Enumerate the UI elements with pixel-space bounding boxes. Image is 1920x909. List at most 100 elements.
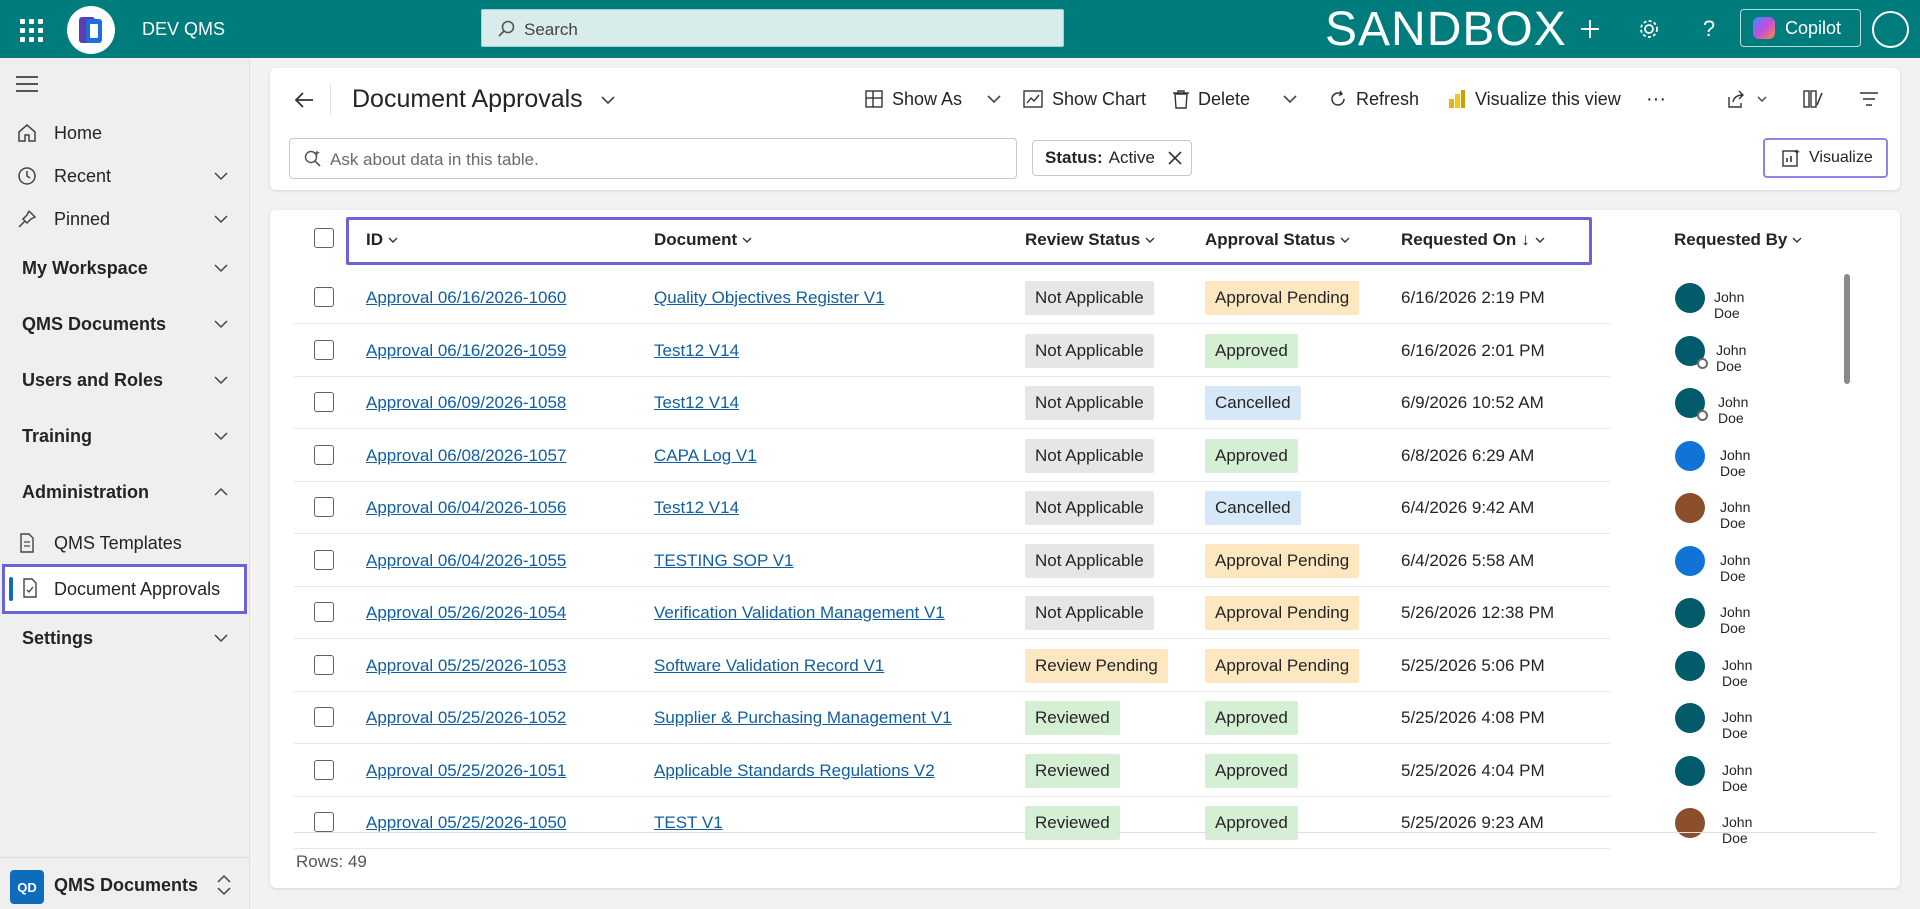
avatar[interactable] — [1675, 755, 1705, 786]
avatar[interactable] — [1675, 545, 1705, 576]
row-checkbox[interactable] — [314, 759, 334, 780]
app-logo[interactable] — [67, 6, 115, 54]
sidebar-group-users-and-roles[interactable]: Users and Roles — [0, 360, 250, 400]
sidebar-item-pinned[interactable]: Pinned — [0, 199, 250, 239]
row-checkbox[interactable] — [314, 707, 334, 727]
help-icon[interactable]: ? — [1702, 16, 1716, 41]
visualize-view-button[interactable]: Visualize this view — [1447, 84, 1621, 114]
table-row[interactable]: Approval 06/04/2026-1055 TESTING SOP V1 No… — [294, 535, 1750, 587]
requested-by-link[interactable]: John Doe — [1714, 289, 1745, 321]
chevron-down-icon[interactable] — [214, 169, 228, 183]
table-row[interactable]: Approval 05/25/2026-1050 TEST V1 Reviewed A… — [294, 797, 1752, 849]
avatar[interactable] — [1675, 808, 1705, 838]
requested-by-link[interactable]: John Doe — [1720, 499, 1751, 531]
avatar[interactable] — [1675, 493, 1705, 523]
requested-by-link[interactable]: John Doe — [1716, 341, 1747, 374]
approval-id-link[interactable]: Approval 06/16/2026-1059 — [366, 340, 567, 360]
sidebar-group-settings[interactable]: Settings — [0, 618, 250, 658]
sidebar-item-document-approvals[interactable]: Document Approvals — [2, 564, 247, 614]
table-row[interactable]: Approval 06/16/2026-1059 Test12 V14 Not Ap… — [294, 325, 1746, 377]
show-as-button[interactable]: Show As — [864, 84, 1002, 114]
hamburger-menu-icon[interactable] — [16, 76, 38, 97]
approval-id-link[interactable]: Approval 05/25/2026-1051 — [366, 760, 567, 780]
requested-by-link[interactable]: John Doe — [1720, 446, 1751, 479]
close-icon[interactable] — [1167, 150, 1183, 166]
document-link[interactable]: Supplier & Purchasing Management V1 — [654, 708, 952, 727]
table-row[interactable]: Approval 06/08/2026-1057 CAPA Log V1 Not A… — [294, 430, 1750, 482]
requested-by-link[interactable]: John Doe — [1722, 656, 1753, 689]
document-link[interactable]: Verification Validation Management V1 — [654, 603, 945, 622]
row-checkbox[interactable] — [314, 549, 334, 570]
row-checkbox[interactable] — [314, 497, 334, 517]
column-header-review-status[interactable]: Review Status — [1025, 230, 1155, 250]
requested-by-link[interactable]: John Doe — [1720, 551, 1751, 584]
document-link[interactable]: CAPA Log V1 — [654, 445, 757, 465]
view-title[interactable]: Document Approvals — [352, 85, 583, 113]
column-header-requested-on[interactable]: Requested On ↓ — [1401, 230, 1545, 250]
share-button[interactable] — [1726, 84, 1768, 114]
sidebar-group-my-workspace[interactable]: My Workspace — [0, 248, 250, 288]
sidebar-group-qms-documents[interactable]: QMS Documents — [0, 304, 250, 344]
chevron-up-icon[interactable] — [214, 485, 228, 499]
copilot-button[interactable]: Copilot — [1740, 9, 1861, 47]
row-checkbox[interactable] — [314, 287, 334, 307]
chevron-down-icon[interactable] — [214, 429, 228, 443]
row-checkbox[interactable] — [314, 654, 334, 675]
sidebar-item-recent[interactable]: Recent — [0, 156, 250, 196]
approval-id-link[interactable]: Approval 05/25/2026-1050 — [366, 813, 567, 832]
document-link[interactable]: Quality Objectives Register V1 — [654, 288, 885, 307]
approval-id-link[interactable]: Approval 05/25/2026-1053 — [366, 655, 567, 675]
requested-by-link[interactable]: John Doe — [1720, 604, 1751, 636]
avatar[interactable] — [1675, 440, 1705, 471]
delete-options-dropdown[interactable] — [1282, 84, 1298, 114]
approval-id-link[interactable]: Approval 06/04/2026-1055 — [366, 550, 567, 570]
refresh-button[interactable]: Refresh — [1328, 84, 1419, 114]
sidebar-item-qms-templates[interactable]: QMS Templates — [0, 523, 250, 563]
vertical-scrollbar[interactable] — [1844, 274, 1850, 384]
requested-by-link[interactable]: John Doe — [1718, 394, 1749, 426]
document-link[interactable]: Test12 V14 — [654, 340, 740, 360]
plus-icon[interactable] — [1575, 14, 1605, 44]
chevron-down-icon[interactable] — [214, 373, 228, 387]
table-row[interactable]: Approval 05/25/2026-1053 Software Validat… — [294, 640, 1752, 692]
app-launcher-icon[interactable] — [16, 15, 44, 43]
sidebar-group-training[interactable]: Training — [0, 416, 250, 456]
sidebar-item-home[interactable]: Home — [0, 113, 250, 153]
chevron-down-icon[interactable] — [214, 631, 228, 645]
global-search-input[interactable]: Search — [481, 9, 1064, 47]
more-commands-button[interactable]: ··· — [1646, 87, 1666, 110]
column-header-requested-by[interactable]: Requested By — [1674, 230, 1802, 250]
visualize-button[interactable]: Visualize — [1763, 138, 1888, 178]
row-checkbox[interactable] — [314, 602, 334, 622]
avatar[interactable] — [1675, 650, 1705, 681]
column-header-approval-status[interactable]: Approval Status — [1205, 230, 1350, 250]
chevron-down-icon[interactable] — [986, 91, 1002, 107]
approval-id-link[interactable]: Approval 05/26/2026-1054 — [366, 603, 567, 622]
column-header-document[interactable]: Document — [654, 230, 752, 250]
document-link[interactable]: TESTING SOP V1 — [654, 550, 794, 570]
approval-id-link[interactable]: Approval 06/16/2026-1060 — [366, 288, 567, 307]
table-row[interactable]: Approval 06/09/2026-1058 Test12 V14 Not Ap… — [294, 377, 1748, 429]
approval-id-link[interactable]: Approval 05/25/2026-1052 — [366, 708, 567, 727]
table-row[interactable]: Approval 05/25/2026-1052 Supplier & Purch… — [294, 692, 1752, 744]
table-row[interactable]: Approval 05/26/2026-1054 Verification Val… — [294, 587, 1750, 639]
approval-id-link[interactable]: Approval 06/08/2026-1057 — [366, 445, 567, 465]
document-link[interactable]: Software Validation Record V1 — [654, 655, 885, 675]
table-row[interactable]: Approval 06/04/2026-1056 Test12 V14 Not Ap… — [294, 482, 1750, 534]
status-filter-pill[interactable]: Status: Active — [1032, 140, 1192, 176]
avatar[interactable] — [1675, 598, 1705, 628]
row-checkbox[interactable] — [314, 812, 334, 832]
table-row[interactable]: Approval 05/25/2026-1051 Applicable Stand… — [294, 745, 1752, 797]
row-checkbox[interactable] — [314, 339, 334, 360]
profile-avatar[interactable] — [1872, 11, 1909, 48]
document-link[interactable]: Applicable Standards Regulations V2 — [654, 760, 935, 780]
chevron-down-icon[interactable] — [214, 212, 228, 226]
avatar[interactable] — [1675, 703, 1705, 733]
chevron-down-icon[interactable] — [600, 92, 616, 108]
gear-icon[interactable] — [1634, 14, 1664, 44]
chevron-down-icon[interactable] — [214, 261, 228, 275]
sidebar-group-administration[interactable]: Administration — [0, 472, 250, 512]
requested-by-link[interactable]: John Doe — [1722, 814, 1753, 846]
area-switcher[interactable]: QD QMS Documents — [0, 857, 250, 909]
column-header-id[interactable]: ID — [366, 230, 398, 250]
